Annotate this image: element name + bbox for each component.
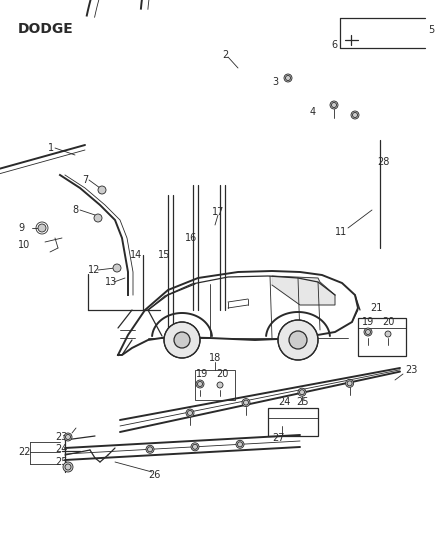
Circle shape [191, 443, 199, 451]
Circle shape [364, 328, 372, 336]
Text: 5: 5 [428, 25, 434, 35]
Text: 9: 9 [18, 223, 24, 233]
Circle shape [242, 399, 250, 407]
Text: 4: 4 [310, 107, 316, 117]
Circle shape [278, 320, 318, 360]
Circle shape [113, 264, 121, 272]
Text: 1: 1 [48, 143, 54, 153]
Text: 14: 14 [130, 250, 142, 260]
Text: 20: 20 [382, 317, 394, 327]
Text: 24: 24 [55, 444, 67, 454]
Circle shape [146, 445, 154, 453]
Circle shape [164, 322, 200, 358]
Text: 21: 21 [370, 303, 382, 313]
Text: 11: 11 [335, 227, 347, 237]
Text: 28: 28 [377, 157, 389, 167]
Text: 24: 24 [278, 397, 290, 407]
Text: 10: 10 [18, 240, 30, 250]
Circle shape [94, 214, 102, 222]
Text: 19: 19 [196, 369, 208, 379]
Circle shape [174, 332, 190, 348]
Text: 17: 17 [212, 207, 224, 217]
Text: 23: 23 [405, 365, 417, 375]
Circle shape [186, 409, 194, 417]
Text: 13: 13 [105, 277, 117, 287]
Text: 6: 6 [332, 40, 338, 50]
Circle shape [64, 433, 72, 441]
Text: 20: 20 [216, 369, 228, 379]
Bar [358, 318, 406, 356]
Bar [268, 408, 318, 436]
Bar [195, 370, 235, 400]
Text: 25: 25 [55, 457, 67, 467]
Text: 3: 3 [272, 77, 278, 87]
Circle shape [98, 186, 106, 194]
Text: 27: 27 [272, 433, 285, 443]
Text: DODGE: DODGE [18, 22, 74, 36]
Circle shape [346, 379, 353, 387]
Text: 8: 8 [72, 205, 78, 215]
Circle shape [217, 382, 223, 388]
Text: 23: 23 [55, 432, 67, 442]
Circle shape [284, 74, 292, 82]
Circle shape [298, 388, 306, 396]
Text: 12: 12 [88, 265, 100, 275]
Circle shape [289, 331, 307, 349]
Polygon shape [272, 276, 335, 305]
Text: 7: 7 [82, 175, 88, 185]
Text: 16: 16 [185, 233, 197, 243]
Text: 18: 18 [209, 353, 221, 363]
Text: 19: 19 [362, 317, 374, 327]
Circle shape [385, 331, 391, 337]
Circle shape [196, 380, 204, 388]
Text: 15: 15 [158, 250, 170, 260]
Circle shape [236, 440, 244, 448]
Text: 26: 26 [148, 470, 160, 480]
Circle shape [63, 462, 73, 472]
Text: 22: 22 [18, 447, 31, 457]
Circle shape [351, 111, 359, 119]
Text: 2: 2 [222, 50, 228, 60]
Circle shape [38, 224, 46, 232]
Circle shape [330, 101, 338, 109]
Text: 25: 25 [296, 397, 308, 407]
